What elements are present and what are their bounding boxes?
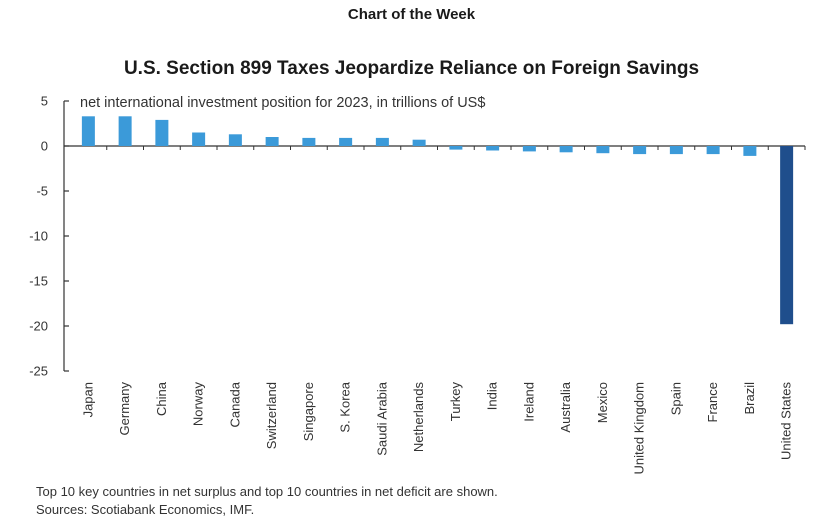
chart-title: U.S. Section 899 Taxes Jeopardize Relian…	[123, 58, 700, 79]
bar-australia	[559, 146, 573, 153]
x-tick-label: India	[485, 381, 500, 410]
x-tick-label: United Kingdom	[632, 382, 647, 475]
bar-united-kingdom	[633, 146, 647, 155]
bar-singapore	[302, 137, 316, 146]
x-tick-label: Spain	[668, 382, 683, 415]
chart-subtitle: net international investment position fo…	[80, 95, 485, 111]
bar-switzerland	[265, 137, 279, 146]
x-tick-label: Japan	[80, 382, 95, 417]
x-tick-label: Saudi Arabia	[374, 381, 389, 455]
bar-s-korea	[339, 137, 353, 146]
y-tick-label: 0	[41, 139, 48, 154]
bar-mexico	[596, 146, 610, 154]
y-tick-label: -5	[36, 184, 48, 199]
bar-netherlands	[412, 139, 426, 146]
x-tick-label: United States	[779, 382, 794, 461]
x-axis-labels: Japan Germany China Norway Canada Switzerland…	[80, 381, 793, 474]
x-tick-label: Singapore	[301, 382, 316, 441]
x-tick-label: S. Korea	[338, 381, 353, 432]
x-tick-label: France	[705, 382, 720, 422]
footnote: Top 10 key countries in net surplus and …	[36, 484, 498, 499]
y-tick-label: -10	[29, 229, 48, 244]
y-tick-label: -20	[29, 319, 48, 334]
x-tick-label: Ireland	[521, 382, 536, 422]
bar-india	[486, 146, 500, 151]
bar-brazil	[743, 146, 757, 156]
x-tick-label: Mexico	[595, 382, 610, 423]
x-tick-label: Switzerland	[264, 382, 279, 449]
y-tick-label: -15	[29, 274, 48, 289]
bar-japan	[81, 116, 95, 146]
sources-note: Sources: Scotiabank Economics, IMF.	[36, 502, 255, 517]
bar-france	[706, 146, 720, 155]
bar-norway	[192, 132, 206, 146]
page-header: Chart of the Week	[347, 6, 476, 23]
bar-canada	[228, 134, 242, 146]
x-tick-label: Turkey	[448, 382, 463, 422]
bar-germany	[118, 116, 132, 146]
y-axis: 5 0 -5 -10 -15 -20 -25	[29, 94, 805, 379]
bar-china	[155, 119, 169, 146]
bars	[81, 116, 806, 325]
x-tick-label: Norway	[191, 382, 206, 427]
bar-spain	[669, 146, 683, 155]
y-tick-label: -25	[29, 364, 48, 379]
x-tick-label: Australia	[558, 381, 573, 432]
x-tick-label: Netherlands	[411, 382, 426, 453]
x-tick-label: Germany	[117, 382, 132, 436]
x-tick-label: China	[154, 381, 169, 416]
y-tick-label: 5	[41, 94, 48, 109]
x-tick-label: Brazil	[742, 382, 757, 415]
bar-saudi-arabia	[375, 137, 389, 146]
x-tick-label: Canada	[227, 381, 242, 427]
bar-united-states	[780, 146, 794, 325]
bar-ireland	[522, 146, 536, 152]
bar-turkey	[449, 146, 463, 150]
